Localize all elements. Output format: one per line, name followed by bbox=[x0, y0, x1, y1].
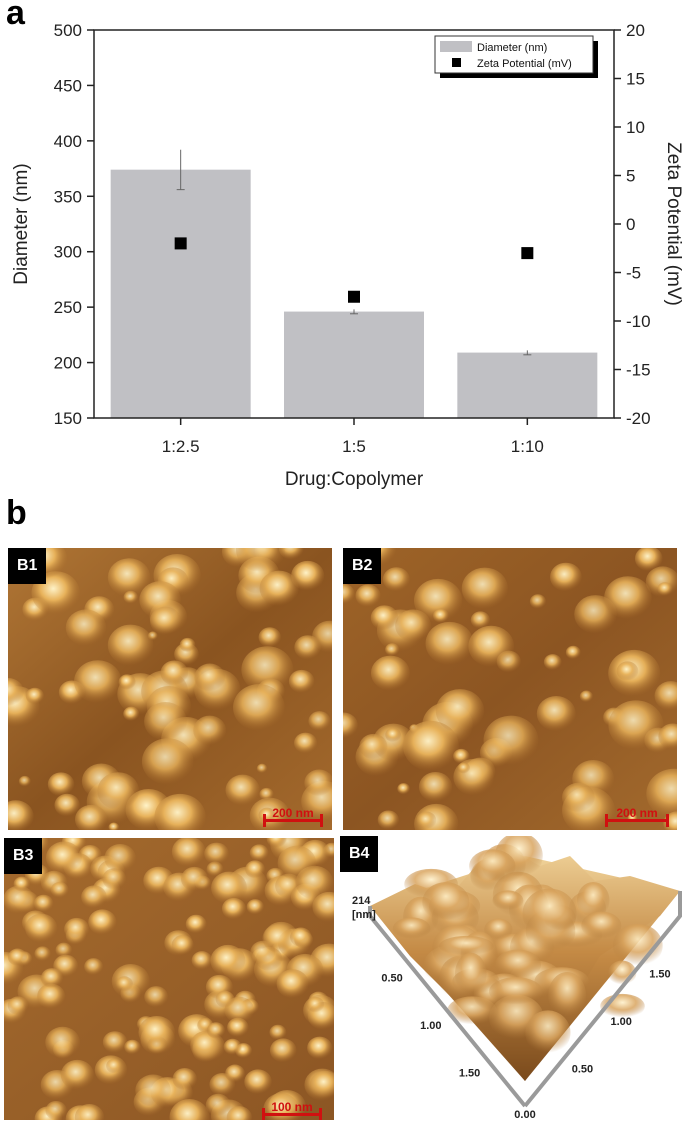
scale-label-b2: 200 nm bbox=[616, 806, 658, 820]
b4-x-tick-label: 0.50 bbox=[572, 1064, 593, 1076]
afm-image-b2: B2 200 nm bbox=[343, 548, 677, 830]
y2-tick-label: 15 bbox=[626, 70, 645, 89]
y-tick-label: 250 bbox=[54, 298, 82, 317]
b4-y-tick-label: 0.50 bbox=[381, 973, 402, 985]
y-axis-label: Diameter (nm) bbox=[11, 163, 32, 284]
point-zeta-0 bbox=[174, 237, 187, 250]
point-zeta-2 bbox=[521, 247, 534, 260]
y2-tick-label: 0 bbox=[626, 215, 635, 234]
afm-image-b1: B1 200 nm bbox=[8, 548, 332, 830]
y2-tick-label: -20 bbox=[626, 409, 651, 428]
y-tick-label: 500 bbox=[54, 21, 82, 40]
legend: Diameter (nm) Zeta Potential (mV) bbox=[434, 35, 598, 78]
b4-zmax: 214 bbox=[352, 895, 371, 907]
scale-bar-b3: 100 nm bbox=[262, 1100, 322, 1120]
scale-bar-b1: 200 nm bbox=[263, 806, 323, 827]
b4-x-tick-label: 0.00 bbox=[514, 1109, 535, 1121]
scale-bar-b2: 200 nm bbox=[605, 806, 669, 827]
y2-tick-label: -5 bbox=[626, 264, 641, 283]
legend-label-diameter: Diameter (nm) bbox=[477, 42, 547, 54]
y2-tick-label: -15 bbox=[626, 361, 651, 380]
scale-label-b1: 200 nm bbox=[272, 806, 314, 820]
x-tick-label: 1:2.5 bbox=[162, 437, 200, 456]
x-tick-label: 1:10 bbox=[511, 437, 544, 456]
b4-y-tick-label: 1.00 bbox=[420, 1020, 441, 1032]
bar-diameter-2 bbox=[457, 352, 598, 418]
b4-x-tick-label: 1.50 bbox=[649, 969, 670, 981]
b4-axis-left bbox=[368, 906, 527, 1108]
panel-b-label: b bbox=[6, 494, 27, 532]
y2-tick-label: 20 bbox=[626, 21, 645, 40]
b4-y-tick-label: 1.50 bbox=[459, 1068, 480, 1080]
afm-3d-surface-b4: 214 [nm] 0.50 1.00 1.50 0.00 0.50 1.00 1.50 B4 bbox=[340, 836, 685, 1122]
b4-zunit: [nm] bbox=[352, 909, 376, 921]
y2-axis-label: Zeta Potential (mV) bbox=[663, 142, 684, 306]
x-tick-label: 1:5 bbox=[342, 437, 366, 456]
panel-b4-label: B4 bbox=[340, 836, 379, 872]
scale-label-b3: 100 nm bbox=[271, 1100, 313, 1114]
panel-b1-label: B1 bbox=[8, 548, 47, 584]
bar-diameter-1 bbox=[284, 311, 424, 418]
panel-a-label: a bbox=[6, 0, 25, 32]
b4-x-tick-label: 1.00 bbox=[611, 1016, 632, 1028]
y2-tick-label: 10 bbox=[626, 118, 645, 137]
y-tick-label: 200 bbox=[54, 354, 82, 373]
y-tick-label: 450 bbox=[54, 76, 82, 95]
y-tick-label: 150 bbox=[54, 409, 82, 428]
y2-tick-label: 5 bbox=[626, 167, 635, 186]
b4-axis-right bbox=[523, 891, 682, 1108]
afm-image-b3: B3 100 nm bbox=[4, 838, 334, 1120]
panel-b3-label: B3 bbox=[4, 838, 43, 874]
y2-tick-label: -10 bbox=[626, 312, 651, 331]
bar-diameter-0 bbox=[110, 169, 251, 418]
dual-axis-chart: 150 200 250 300 350 400 450 500 -20 -15 -10 -5 0 5 10… bbox=[11, 21, 684, 490]
y-tick-label: 300 bbox=[54, 243, 82, 262]
y-tick-label: 350 bbox=[54, 187, 82, 206]
legend-swatch-diameter bbox=[440, 41, 472, 52]
legend-label-zeta: Zeta Potential (mV) bbox=[477, 58, 572, 70]
panel-b2-label: B2 bbox=[343, 548, 382, 584]
y-tick-label: 400 bbox=[54, 132, 82, 151]
x-axis-label: Drug:Copolymer bbox=[285, 469, 424, 490]
point-zeta-1 bbox=[348, 290, 360, 303]
legend-swatch-zeta bbox=[452, 58, 461, 67]
